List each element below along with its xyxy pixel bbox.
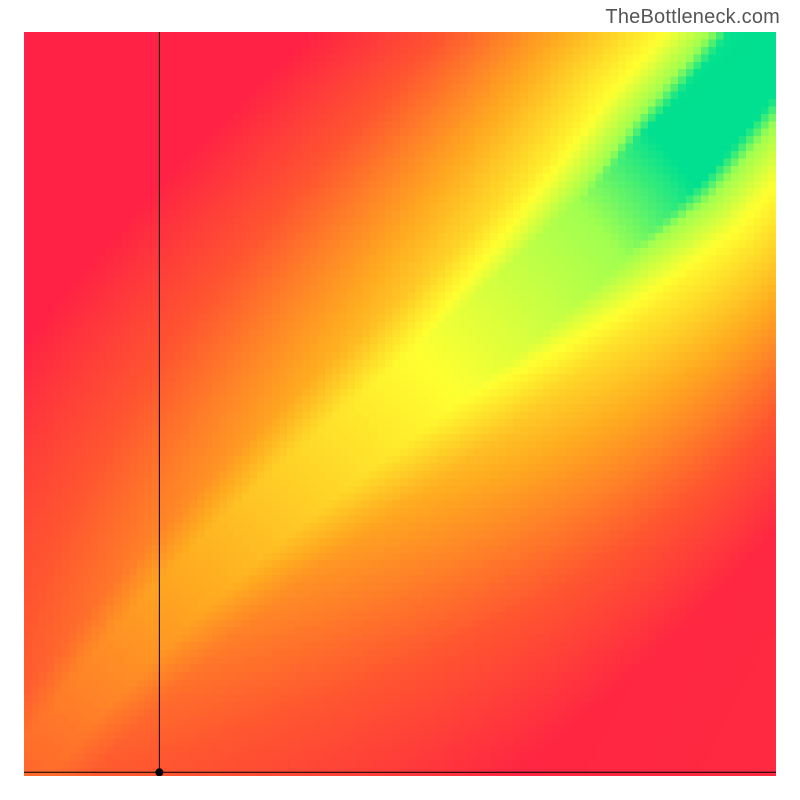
heatmap-plot-area <box>24 32 776 776</box>
heatmap-canvas <box>24 32 776 776</box>
watermark-label: TheBottleneck.com <box>605 6 780 29</box>
